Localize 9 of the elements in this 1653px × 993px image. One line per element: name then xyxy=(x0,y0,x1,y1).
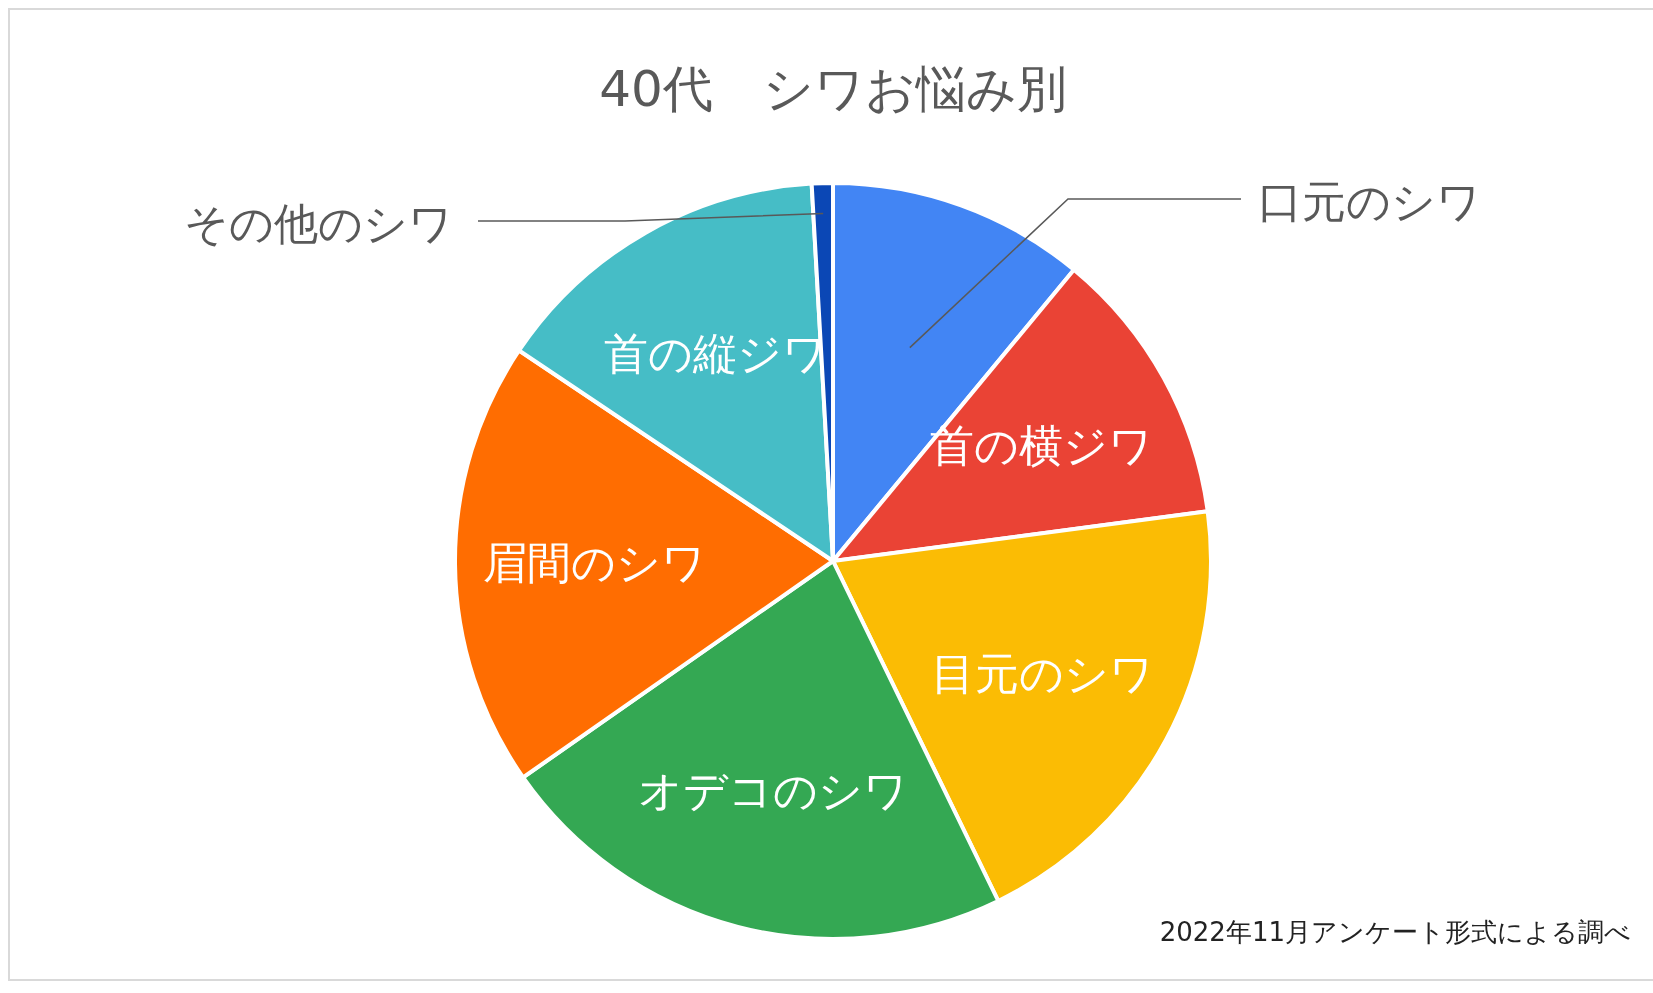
slice-label: 眉間のシワ xyxy=(483,537,707,589)
slice-label: その他のシワ xyxy=(184,198,453,249)
slice-label: 首の横ジワ xyxy=(929,419,1153,471)
text: 2022年11月アンケート形式による調べ xyxy=(1159,917,1631,947)
slice-label: 目元のシワ xyxy=(931,647,1155,699)
slice-label: 首の縦ジワ xyxy=(603,328,827,380)
chart-title: 40代 シワお悩み別 xyxy=(599,60,1067,118)
slice-label: 口元のシワ xyxy=(1258,176,1481,227)
slice-label: オデコのシワ xyxy=(638,765,909,817)
